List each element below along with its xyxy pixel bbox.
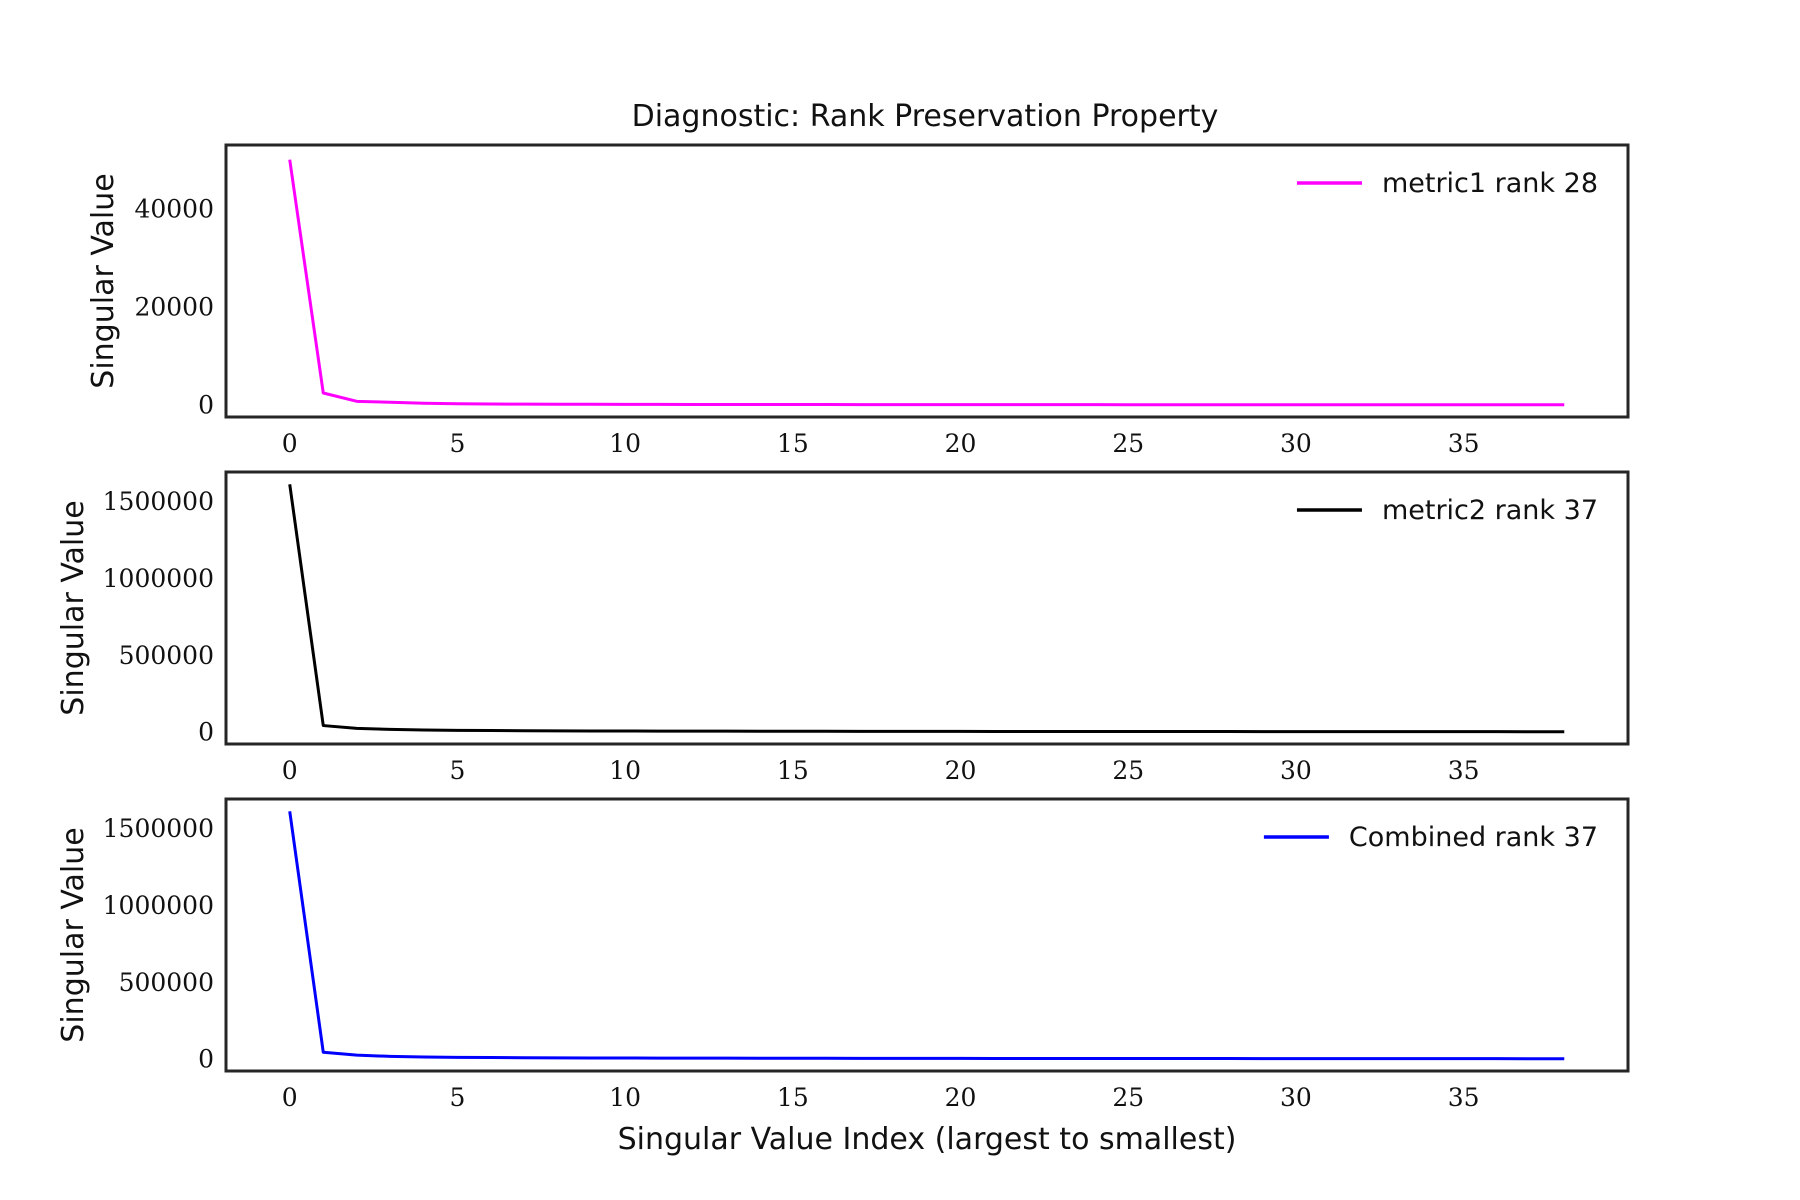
x-tick-label: 20	[945, 429, 977, 458]
y-tick-label: 0	[198, 1045, 214, 1074]
subplots: Singular Value Index (largest to smalles…	[56, 143, 1630, 1157]
x-tick-label: 10	[609, 1083, 641, 1112]
x-tick-label: 25	[1112, 756, 1144, 785]
y-tick-label: 1000000	[103, 564, 214, 593]
x-tick-label: 30	[1280, 429, 1312, 458]
plot-background	[226, 472, 1628, 744]
y-axis-label: Singular Value	[86, 173, 121, 388]
x-tick-label: 10	[609, 429, 641, 458]
plot-background	[226, 799, 1628, 1071]
x-tick-label: 5	[449, 756, 465, 785]
x-tick-label: 10	[609, 756, 641, 785]
series-line-3-1	[288, 811, 1565, 1061]
x-tick-label: 30	[1280, 1083, 1312, 1112]
y-tick-label: 1500000	[103, 487, 214, 516]
y-tick-label: 1500000	[103, 814, 214, 843]
x-tick-label: 0	[282, 429, 298, 458]
y-axis-label: Singular Value	[56, 827, 91, 1042]
plot-frame	[224, 797, 1630, 1073]
x-axis-label: Singular Value Index (largest to smalles…	[618, 1122, 1237, 1157]
y-tick-label: 40000	[134, 195, 214, 224]
y-tick-label: 20000	[134, 293, 214, 322]
x-tick-label: 35	[1448, 756, 1480, 785]
x-tick-label: 5	[449, 429, 465, 458]
y-tick-label: 1000000	[103, 891, 214, 920]
plot-frame	[224, 470, 1630, 746]
x-tick-label: 25	[1112, 429, 1144, 458]
x-tick-label: 20	[945, 756, 977, 785]
series-line-2-1	[288, 484, 1565, 734]
x-tick-label: 15	[777, 1083, 809, 1112]
x-tick-label: 30	[1280, 756, 1312, 785]
subplot-1: 0 5 10 15 20 25 30 35 0 20000 40000 Singular Value m…	[86, 143, 1630, 458]
x-tick-label: 20	[945, 1083, 977, 1112]
x-tick-label: 0	[282, 1083, 298, 1112]
x-tick-label: 35	[1448, 1083, 1480, 1112]
x-tick-label: 25	[1112, 1083, 1144, 1112]
x-tick-label: 35	[1448, 429, 1480, 458]
x-tick-label: 5	[449, 1083, 465, 1112]
legend-label: Combined rank 37	[1349, 822, 1598, 853]
legend-label: metric2 rank 37	[1382, 495, 1598, 526]
y-tick-label: 500000	[119, 641, 214, 670]
subplot-2: 0 5 10 15 20 25 30 35 0 500000 1000000 1500000 Singu…	[56, 470, 1630, 785]
x-tick-label: 15	[777, 429, 809, 458]
subplot-3: 0 5 10 15 20 25 30 35 0 500000 1000000 1500000 Singu…	[56, 797, 1630, 1112]
x-tick-label: 0	[282, 756, 298, 785]
series-line-1-1	[288, 159, 1565, 407]
plot-frame	[224, 143, 1630, 419]
x-tick-label: 15	[777, 756, 809, 785]
y-tick-label: 0	[198, 718, 214, 747]
chart-title: Diagnostic: Rank Preservation Property	[632, 99, 1219, 134]
y-tick-label: 500000	[119, 968, 214, 997]
y-tick-label: 0	[198, 391, 214, 420]
y-axis-label: Singular Value	[56, 500, 91, 715]
legend-label: metric1 rank 28	[1382, 168, 1598, 199]
